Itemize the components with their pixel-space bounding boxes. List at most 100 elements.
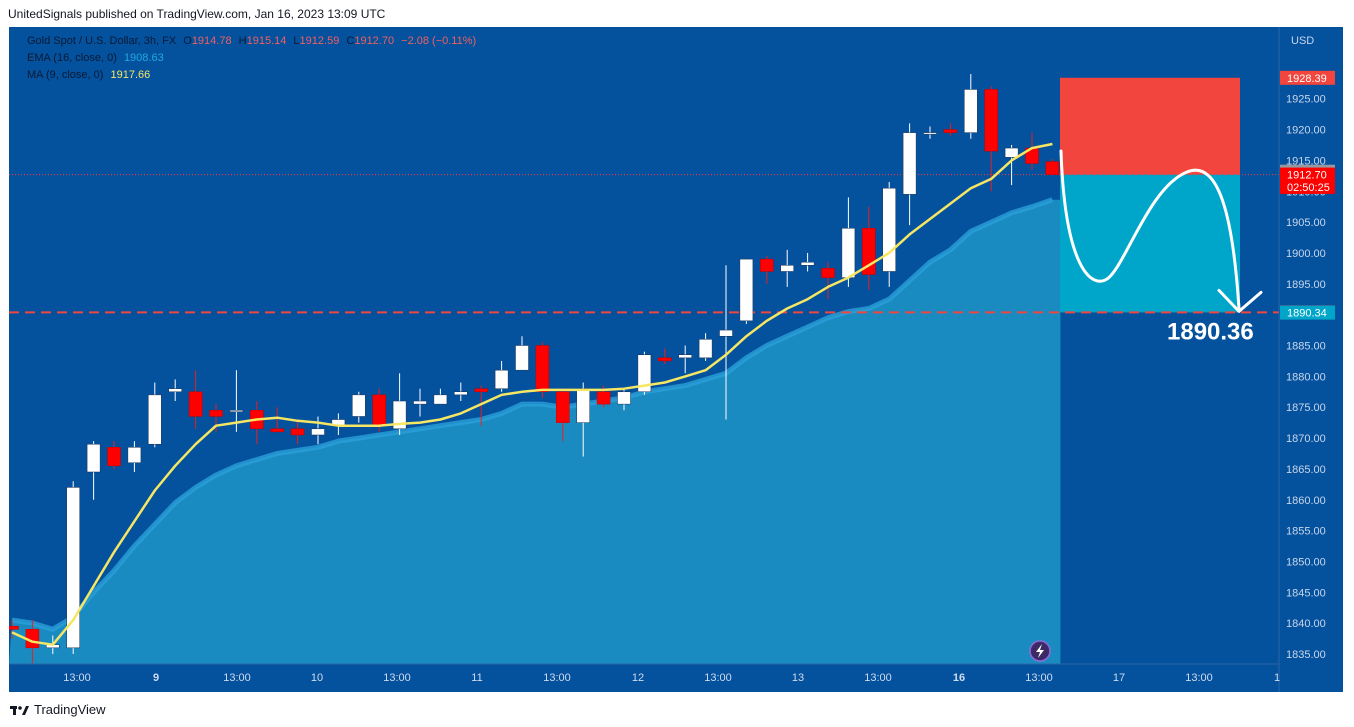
candle-body [760,258,774,272]
price-tick-label: 1860.00 [1286,495,1326,507]
price-badge-label: 02:50:25 [1287,182,1330,194]
candle[interactable] [270,407,284,433]
candle[interactable] [576,382,590,457]
candle[interactable] [1004,144,1019,186]
time-tick-label: 13:00 [543,672,571,684]
candle-body [188,391,203,417]
price-tick-label: 1915.00 [1286,155,1326,167]
time-tick-label: 13 [792,672,804,684]
time-tick-label: 16 [953,672,965,684]
price-tick-label: 1895.00 [1286,279,1326,291]
stop-loss-zone[interactable] [1060,77,1240,175]
candle[interactable] [964,74,978,139]
take-profit-zone[interactable] [1060,174,1240,313]
candle[interactable] [637,351,652,395]
candle-body [923,132,937,135]
candle[interactable] [800,252,815,272]
legend-ma-value: 1917.66 [110,69,151,81]
time-tick-label: 13:00 [223,672,251,684]
candle[interactable] [698,333,713,361]
price-badge-bg [1280,70,1335,85]
candle-body [148,394,162,445]
candle[interactable] [494,360,509,392]
candle-body [678,354,692,359]
price-tick-label: 1840.00 [1286,618,1326,630]
candle[interactable] [943,123,958,136]
candle[interactable] [86,441,101,500]
candle[interactable] [556,391,570,442]
candle[interactable] [66,481,80,654]
candle[interactable] [923,126,937,139]
ema-16-line [11,197,1054,633]
candle-body [658,357,672,362]
candle[interactable] [617,388,631,411]
candle[interactable] [515,336,529,371]
candle[interactable] [188,370,203,429]
price-tick-label: 1925.00 [1286,94,1326,106]
legend-change: −2.08 (−0.11%) [401,35,477,47]
candle[interactable] [168,379,182,402]
lightning-button[interactable] [1029,640,1051,662]
legend-high-label: H [238,35,247,47]
candle-body [882,187,896,272]
legend-symbol-row: Gold Spot / U.S. Dollar, 3h, FX O1914.78… [27,35,480,47]
tradingview-footer[interactable]: TradingView [10,702,106,717]
chart-panel[interactable]: USD 1835.00 1840.00 1845.00 1850.00 1855.00 18… [9,27,1343,692]
candle[interactable] [413,388,427,417]
candle-body [86,443,101,473]
candle-body [9,625,19,630]
candle-body [617,391,631,405]
footer-brand: TradingView [34,702,106,717]
time-tick-label: 17 [1113,672,1125,684]
time-tick-label: 13:00 [1025,672,1053,684]
candle[interactable] [433,388,448,405]
candle[interactable] [148,382,162,448]
price-axis-badge: 1912.70 [1280,167,1335,182]
candle-body [168,388,182,393]
price-badge-label: 1890.34 [1287,308,1327,320]
candle[interactable] [658,348,672,365]
candle-body [454,391,468,396]
candle[interactable] [352,391,366,423]
candle-body [841,228,856,278]
price-axis-badge: 1928.39 [1280,70,1335,85]
price-tick-label: 1905.00 [1286,217,1326,229]
candle[interactable] [474,385,488,426]
candle[interactable] [902,123,917,226]
candle[interactable] [780,249,794,287]
candle[interactable] [9,620,19,639]
price-tick-label: 1850.00 [1286,557,1326,569]
legend-ema-row[interactable]: EMA (16, close, 0) 1908.63 [27,52,168,64]
candle[interactable] [678,345,692,374]
candle-body [596,391,611,405]
candle[interactable] [821,262,835,300]
candle[interactable] [882,181,896,287]
candle[interactable] [760,256,774,284]
candle-body [821,268,835,278]
candle[interactable] [127,441,142,472]
candle[interactable] [739,258,754,324]
time-tick-label: 10 [311,672,323,684]
candle[interactable] [290,419,305,445]
projection-curve-arrow[interactable] [1059,149,1241,310]
candle[interactable] [984,86,998,192]
legend-symbol: Gold Spot / U.S. Dollar, 3h, FX [27,35,177,47]
candle[interactable] [107,441,121,469]
price-chart[interactable]: USD 1835.00 1840.00 1845.00 1850.00 1855.00 18… [9,27,1343,692]
candle-body [474,388,488,393]
candle[interactable] [311,416,325,445]
price-tick-label: 1845.00 [1286,587,1326,599]
publisher-header: UnitedSignals published on TradingView.c… [8,7,386,21]
candle[interactable] [1045,159,1060,176]
time-tick-label: 13:00 [63,672,91,684]
candle-body [127,447,142,463]
candle[interactable] [454,382,468,402]
candle-body [535,345,550,393]
candle[interactable] [719,265,733,420]
candle-body [494,369,509,389]
legend-ma-row[interactable]: MA (9, close, 0) 1917.66 [27,69,154,81]
price-badge-bg [1280,305,1335,320]
candle[interactable] [1025,132,1039,170]
arrow-head-icon [1217,288,1263,313]
candle-body [800,261,815,266]
